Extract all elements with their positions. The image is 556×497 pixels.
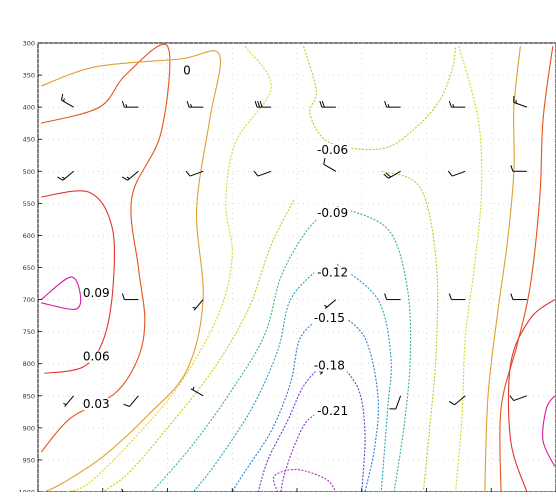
y-tick-label: 500 (23, 168, 35, 176)
contour-label: 0 (183, 64, 191, 78)
y-tick-label: 350 (23, 72, 35, 80)
y-tick-label: 850 (23, 392, 35, 400)
y-tick-label: 450 (23, 136, 35, 144)
contour-label: -0.06 (317, 143, 348, 157)
contour-label: -0.09 (317, 206, 348, 220)
y-tick-label: 1000 (18, 489, 35, 493)
y-tick-label: 550 (23, 200, 35, 208)
y-tick-label: 750 (23, 328, 35, 336)
y-tick-label: 300 (23, 40, 35, 48)
y-tick-label: 650 (23, 264, 35, 272)
wind-barb-half-feather (64, 98, 65, 101)
contour-label: -0.12 (317, 266, 348, 280)
contour-label: 0.03 (83, 397, 110, 411)
contour-label: 0.06 (83, 350, 110, 364)
y-tick-label: 950 (23, 456, 35, 464)
y-tick-label: 800 (23, 360, 35, 368)
y-tick-label: 400 (23, 104, 35, 112)
wind-barb-half-feather (193, 387, 194, 390)
y-tick-label: 700 (23, 296, 35, 304)
contour-label: -0.18 (314, 359, 345, 373)
contour-label: -0.15 (314, 311, 345, 325)
contour-label: 0.09 (83, 286, 110, 300)
y-tick-label: 900 (23, 424, 35, 432)
contour-label: -0.21 (317, 404, 348, 418)
y-tick-label: 600 (23, 232, 35, 240)
